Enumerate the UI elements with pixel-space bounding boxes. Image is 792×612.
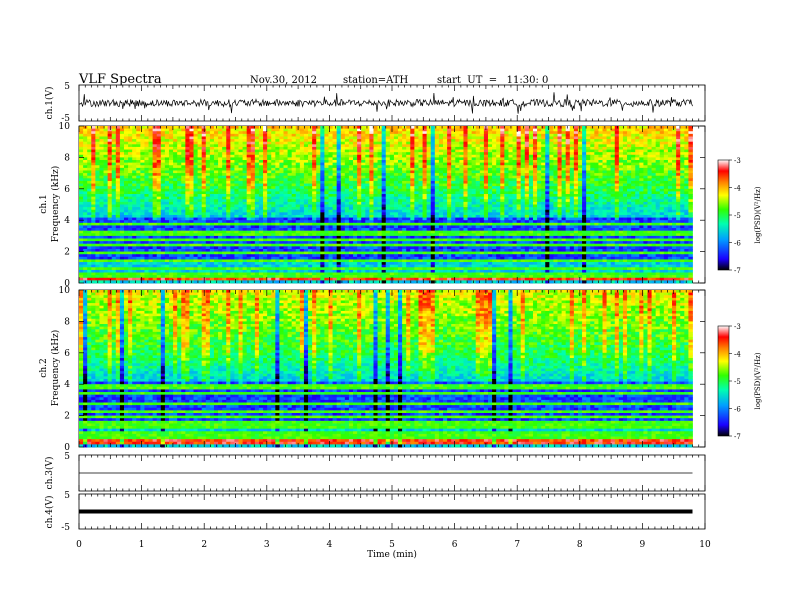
time-tick-label: 6 — [452, 540, 458, 550]
time-tick-label: 7 — [514, 540, 520, 550]
ch4-waveform-ylabel: ch.4(V) — [44, 496, 55, 529]
time-tick-label: 2 — [201, 540, 207, 550]
ch2-frequency-ticklabels: 0 2 4 6 8 10 — [59, 286, 705, 453]
frequency-tick-label: 8 — [64, 153, 70, 163]
chart-title: VLF Spectra — [79, 72, 162, 87]
colorbar-tick-label: -6 — [734, 240, 741, 248]
frequency-tick-label: 2 — [64, 412, 70, 422]
time-tick-label: 3 — [264, 540, 270, 550]
colorbar-tick-label: -7 — [734, 433, 741, 441]
ch1-waveform-line — [79, 92, 693, 114]
colorbar-tick-label: -3 — [734, 157, 741, 165]
colorbar-tick-label: -5 — [734, 212, 741, 220]
colorbar-tick-label: -3 — [734, 323, 741, 331]
ch3-ytick-5: 5 — [64, 452, 70, 462]
time-tick-label: 4 — [327, 540, 333, 550]
ch2-colorbar-label: log(PSD)(V²/Hz) — [754, 352, 762, 409]
ch2-colorbar-gradient — [717, 325, 730, 437]
start-time-label: start UT = 11:30: 0 — [437, 75, 549, 86]
ch1-colorbar-label: log(PSD)(V²/Hz) — [754, 186, 762, 243]
ch1-frequency-ylabel: Frequency (kHz) — [50, 166, 61, 243]
frequency-tick-label: 8 — [64, 317, 70, 327]
axis-ticks — [78, 85, 706, 529]
frequency-tick-label: 6 — [64, 349, 70, 359]
ch1-ytick-5: 5 — [64, 82, 70, 92]
ch1-waveform-ylabel: ch.1(V) — [44, 87, 55, 120]
ch4-ytick-minus5: -5 — [61, 523, 70, 533]
frequency-tick-label: 2 — [64, 248, 70, 258]
ch1-frequency-ticklabels: 0 2 4 6 8 10 — [59, 122, 705, 289]
colorbar-tick-label: -4 — [734, 185, 741, 193]
ch1-colorbar: -3 -4 -5 -6 -7 log(PSD)(V²/Hz) — [717, 157, 762, 275]
colorbar-tick-label: -6 — [734, 406, 741, 414]
ch1-ytick-minus5: -5 — [61, 114, 70, 124]
station-label: station=ATH — [343, 75, 409, 86]
frequency-tick-label: 10 — [59, 122, 71, 132]
time-tick-label: 0 — [76, 540, 82, 550]
time-tick-label: 10 — [699, 540, 711, 550]
ch1-spectrogram — [79, 126, 693, 284]
time-tick-label: 1 — [139, 540, 145, 550]
frequency-tick-label: 10 — [59, 286, 71, 296]
time-xlabel: Time (min) — [367, 549, 417, 560]
ch1-colorbar-gradient — [717, 159, 730, 271]
time-tick-label: 8 — [577, 540, 583, 550]
ch3-waveform-ylabel: ch.3(V) — [44, 457, 55, 490]
ch4-ytick-5: 5 — [64, 491, 70, 501]
time-tick-label: 9 — [640, 540, 646, 550]
ch2-frequency-ylabel: Frequency (kHz) — [50, 330, 61, 407]
time-ticklabels: 0 1 2 3 4 5 6 7 8 9 10 — [76, 540, 711, 550]
colorbar-tick-label: -4 — [734, 351, 741, 359]
ch2-channel-label: ch.2 — [39, 358, 49, 377]
ch2-colorbar: -3 -4 -5 -6 -7 log(PSD)(V²/Hz) — [717, 323, 762, 441]
frequency-tick-label: 0 — [64, 443, 70, 453]
frequency-tick-label: 6 — [64, 185, 70, 195]
frequency-tick-label: 0 — [64, 279, 70, 289]
ch1-channel-label: ch.1 — [39, 194, 49, 213]
ch2-spectrogram — [79, 290, 693, 448]
date-label: Nov.30, 2012 — [250, 75, 317, 86]
colorbar-tick-label: -5 — [734, 378, 741, 386]
colorbar-tick-label: -7 — [734, 267, 741, 275]
frequency-tick-label: 4 — [64, 216, 70, 226]
time-tick-label: 5 — [389, 540, 395, 550]
frequency-tick-label: 4 — [64, 380, 70, 390]
